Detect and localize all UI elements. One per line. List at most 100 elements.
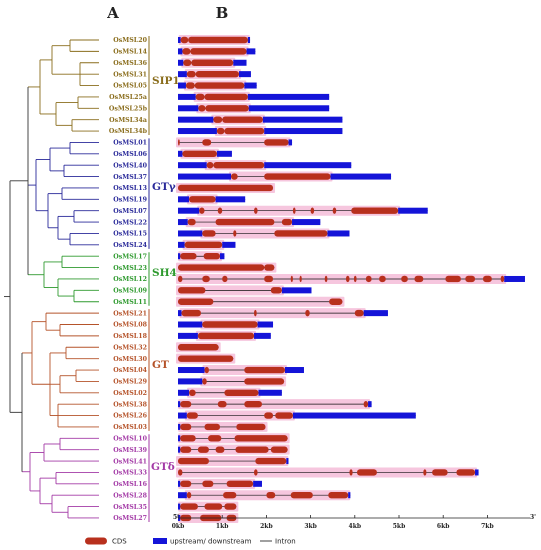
gene-structure-row	[178, 433, 290, 444]
utr-box	[363, 310, 388, 317]
cds-box	[345, 275, 350, 283]
cds-box	[204, 366, 209, 374]
cds-box	[226, 480, 254, 488]
gene-label: OsMSL05	[113, 83, 147, 90]
utr-box	[262, 116, 343, 123]
cds-box	[208, 435, 222, 442]
gene-structure-row	[178, 91, 330, 102]
gene-structure-row	[178, 251, 225, 262]
utr-box	[327, 230, 350, 237]
cds-box	[255, 457, 287, 465]
gene-label: OsMSL04	[113, 367, 147, 374]
gene-structure-row	[178, 35, 251, 45]
cds-box	[178, 355, 234, 362]
utr-box	[284, 367, 304, 374]
group-brackets: SIP1 GTγ SH4 GT GTδ	[148, 36, 180, 522]
panel-a-label: A	[106, 4, 119, 22]
gene-structure-row	[176, 273, 525, 284]
axis-tick-label: 0kb	[172, 523, 185, 530]
gene-structure-row	[176, 285, 312, 296]
phylogenetic-tree	[4, 39, 99, 519]
group-label: SIP1	[152, 75, 180, 87]
utr-box	[475, 469, 479, 476]
utr-box	[178, 219, 188, 226]
cds-box	[432, 469, 448, 476]
utr-box	[178, 48, 183, 55]
cds-box	[213, 116, 223, 123]
utr-box	[246, 48, 256, 55]
gene-label: OsMSL21	[113, 310, 147, 317]
utr-box	[178, 116, 214, 123]
legend-utr-swatch	[153, 538, 167, 544]
utr-box	[398, 207, 428, 214]
gene-label: OsMSL34a	[109, 117, 147, 124]
cds-box	[365, 275, 372, 283]
cds-box	[178, 264, 265, 271]
gene-structure-row	[178, 239, 236, 250]
cds-box	[275, 412, 293, 419]
cds-box	[178, 469, 183, 476]
cds-box	[224, 127, 265, 135]
gene-label: OsMSL06	[113, 151, 147, 158]
utr-box	[258, 389, 282, 396]
cds-box	[191, 59, 234, 66]
cds-box	[178, 457, 209, 465]
cds-box	[202, 275, 210, 283]
utr-box	[178, 310, 182, 317]
cds-box	[354, 309, 364, 317]
utr-box	[178, 389, 190, 396]
gene-label: OsMSL25b	[109, 105, 148, 112]
cds-box	[190, 48, 247, 55]
cds-box	[180, 503, 198, 510]
legend: CDS upstream/ downstream Intron	[85, 537, 296, 546]
gene-label: OsMSL34b	[109, 128, 148, 135]
gene-structure-row	[178, 126, 343, 137]
cds-box	[329, 298, 343, 305]
utr-box	[292, 412, 416, 419]
gene-structure-row	[178, 490, 351, 501]
utr-box	[178, 230, 203, 237]
gene-structure-row	[178, 399, 372, 410]
cds-box	[254, 309, 257, 317]
cds-box	[204, 503, 223, 510]
legend-label: upstream/ downstream	[170, 538, 252, 546]
utr-box	[178, 128, 217, 135]
cds-box	[217, 207, 223, 214]
utr-box	[286, 458, 289, 465]
cds-box	[414, 275, 424, 283]
cds-box	[310, 207, 315, 214]
cds-box	[234, 435, 288, 442]
cds-box	[183, 59, 192, 66]
cds-box	[235, 446, 269, 453]
gene-label: OsMSL16	[113, 481, 147, 488]
gene-structure-row	[178, 69, 251, 80]
cds-box	[266, 492, 276, 499]
utr-box	[330, 173, 392, 180]
gene-structure-row	[176, 137, 293, 148]
cds-box	[180, 423, 192, 431]
cds-box	[264, 275, 274, 283]
cds-box	[198, 105, 206, 112]
gene-structure-row	[178, 308, 388, 319]
utr-box	[178, 82, 186, 89]
gene-structure-row	[178, 478, 262, 489]
gene-structure-row	[178, 330, 271, 341]
utr-box	[281, 287, 312, 294]
cds-box	[236, 423, 266, 431]
utr-box	[178, 207, 200, 214]
gene-label: OsMSL38	[113, 401, 147, 408]
cds-box	[187, 218, 196, 226]
cds-box	[195, 93, 205, 101]
cds-box	[197, 332, 255, 340]
gene-label: OsMSL12	[113, 276, 147, 283]
cds-box	[456, 469, 476, 476]
cds-box	[180, 400, 192, 408]
cds-box	[195, 70, 239, 78]
utr-box	[178, 367, 205, 374]
utr-box	[253, 480, 262, 487]
cds-box	[244, 366, 285, 374]
cds-box	[223, 492, 237, 499]
utr-box	[178, 105, 199, 112]
cds-box	[180, 253, 197, 260]
legend-label: Intron	[275, 538, 296, 546]
